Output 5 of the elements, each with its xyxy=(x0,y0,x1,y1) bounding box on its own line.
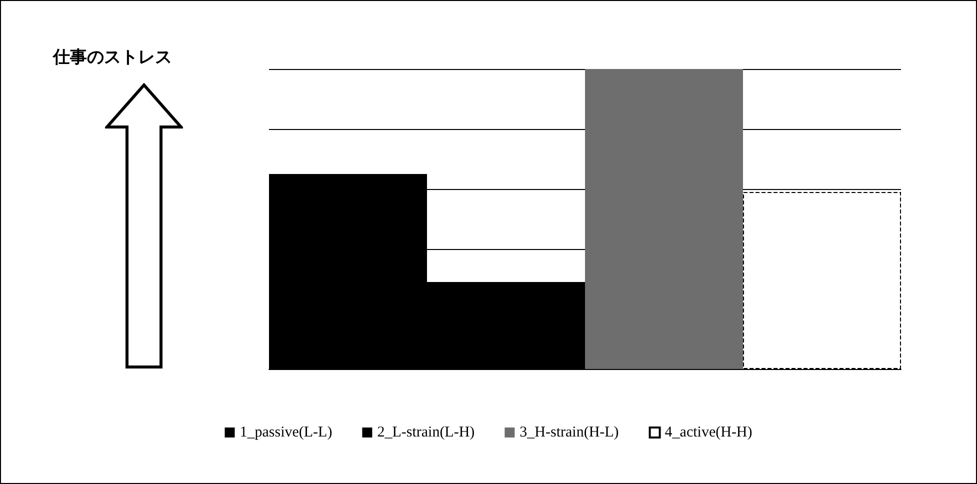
legend-label: 1_passive(L-L) xyxy=(240,424,332,440)
text: 仕事のストレス xyxy=(52,48,172,68)
legend-label: 4_active(H-H) xyxy=(664,424,752,440)
legend-label: 2_L-strain(L-H) xyxy=(377,424,475,440)
legend-label: 3_H-strain(H-L) xyxy=(520,424,619,440)
